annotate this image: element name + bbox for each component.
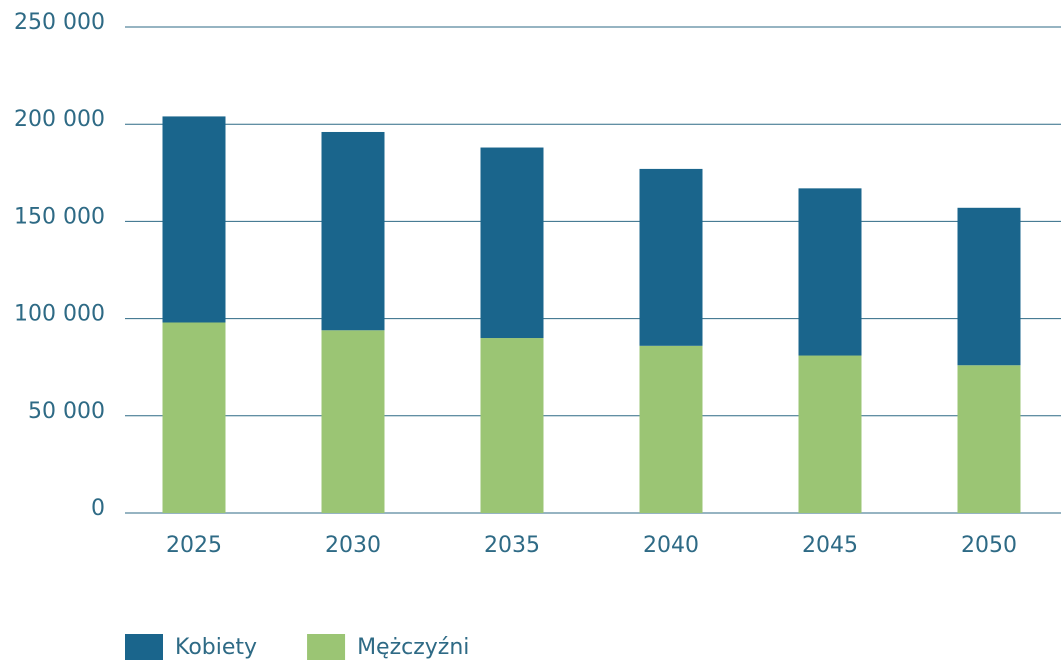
- bar-segment: [639, 168, 703, 346]
- x-tick-label: 2040: [643, 533, 699, 558]
- bar-segment: [639, 345, 703, 513]
- x-tick-label: 2050: [961, 533, 1017, 558]
- bar-segment: [321, 330, 385, 513]
- x-tick-label: 2035: [484, 533, 540, 558]
- y-tick-label: 100 000: [14, 302, 105, 327]
- legend-label: Mężczyźni: [357, 635, 469, 660]
- x-tick-label: 2025: [166, 533, 222, 558]
- x-tick-label: 2030: [325, 533, 381, 558]
- bar-segment: [957, 207, 1021, 366]
- bar-segment: [321, 131, 385, 331]
- bar-segment: [798, 188, 862, 356]
- legend-label: Kobiety: [175, 635, 257, 660]
- y-tick-label: 150 000: [14, 204, 105, 229]
- legend-swatch: [307, 634, 346, 660]
- y-tick-label: 250 000: [14, 10, 105, 35]
- bar-segment: [798, 355, 862, 513]
- y-tick-label: 50 000: [28, 399, 105, 424]
- legend-swatch: [125, 634, 163, 660]
- bar-segment: [480, 338, 544, 513]
- y-tick-label: 0: [91, 496, 105, 521]
- bar-segment: [957, 365, 1021, 513]
- bar-segment: [162, 322, 226, 513]
- y-tick-label: 200 000: [14, 107, 105, 132]
- bar-segment: [162, 116, 226, 323]
- x-tick-label: 2045: [802, 533, 858, 558]
- bar-segment: [480, 147, 544, 339]
